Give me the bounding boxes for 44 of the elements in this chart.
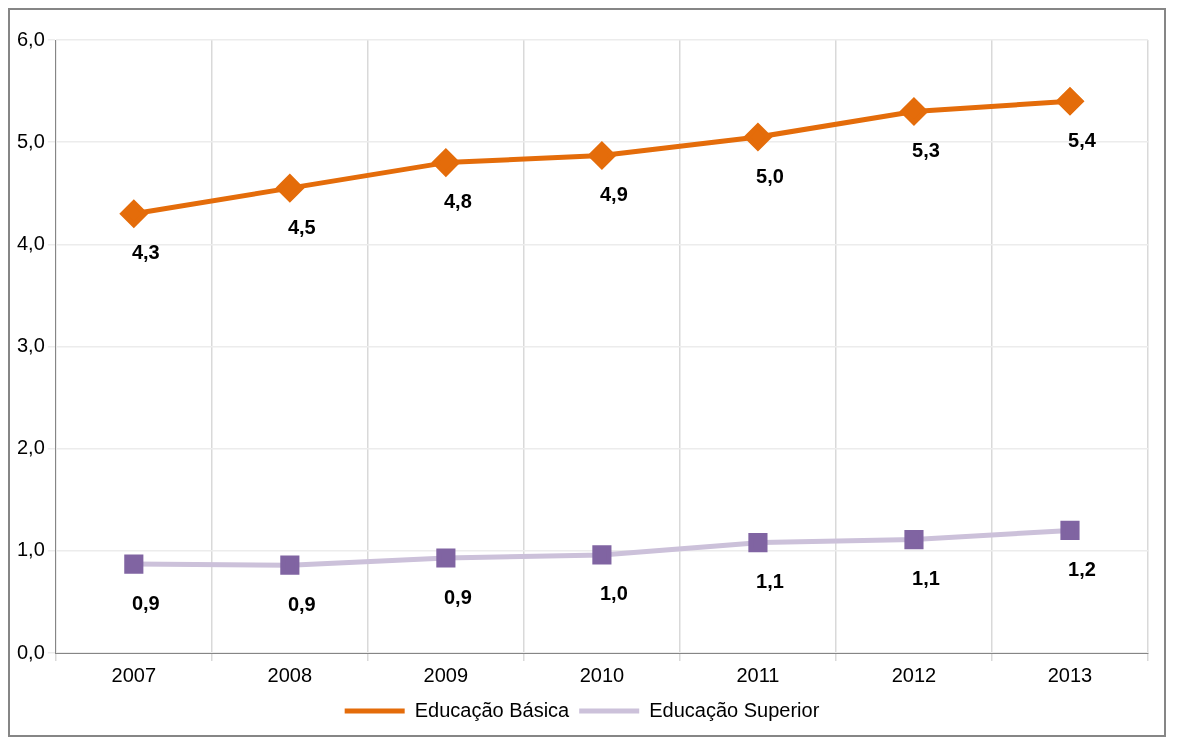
data-label: 0,9 bbox=[287, 592, 316, 615]
x-tick-label: 2010 bbox=[579, 663, 625, 686]
data-label: 1,0 bbox=[600, 582, 628, 605]
point bbox=[1060, 520, 1080, 540]
point bbox=[280, 555, 300, 575]
data-label: 1,2 bbox=[1068, 557, 1096, 580]
legend-label: Educação Superior bbox=[649, 698, 820, 721]
y-tick-label: 6,0 bbox=[16, 27, 45, 50]
legend-label: Educação Básica bbox=[414, 698, 571, 721]
point bbox=[748, 533, 768, 553]
data-label: 4,8 bbox=[443, 190, 472, 213]
point bbox=[588, 141, 616, 169]
point bbox=[744, 123, 772, 151]
point bbox=[436, 548, 456, 568]
point bbox=[432, 149, 460, 177]
data-label: 4,5 bbox=[287, 215, 316, 238]
point bbox=[276, 174, 304, 202]
y-tick-label: 4,0 bbox=[16, 231, 45, 254]
x-tick-label: 2011 bbox=[736, 663, 780, 686]
data-label: 0,9 bbox=[443, 585, 472, 608]
point bbox=[904, 530, 924, 550]
point bbox=[124, 554, 144, 574]
x-tick-label: 2013 bbox=[1047, 663, 1093, 686]
y-tick-label: 2,0 bbox=[16, 436, 45, 459]
data-label: 1,1 bbox=[756, 570, 784, 593]
x-tick-label: 2007 bbox=[111, 663, 157, 686]
data-label: 5,0 bbox=[756, 164, 784, 187]
y-tick-label: 0,0 bbox=[16, 640, 45, 663]
data-label: 5,3 bbox=[912, 139, 940, 162]
point bbox=[1056, 87, 1084, 115]
data-label: 5,4 bbox=[1068, 128, 1097, 151]
y-tick-label: 5,0 bbox=[16, 129, 45, 152]
data-label: 4,3 bbox=[131, 241, 160, 264]
point bbox=[900, 98, 928, 126]
y-tick-label: 3,0 bbox=[16, 334, 45, 357]
data-label: 4,9 bbox=[600, 182, 628, 205]
point bbox=[592, 545, 612, 565]
point bbox=[120, 200, 148, 228]
x-tick-label: 2009 bbox=[423, 663, 469, 686]
x-tick-label: 2008 bbox=[267, 663, 313, 686]
x-tick-label: 2012 bbox=[891, 663, 937, 686]
y-tick-label: 1,0 bbox=[16, 538, 45, 561]
data-label: 0,9 bbox=[131, 591, 160, 614]
data-label: 1,1 bbox=[912, 567, 940, 590]
